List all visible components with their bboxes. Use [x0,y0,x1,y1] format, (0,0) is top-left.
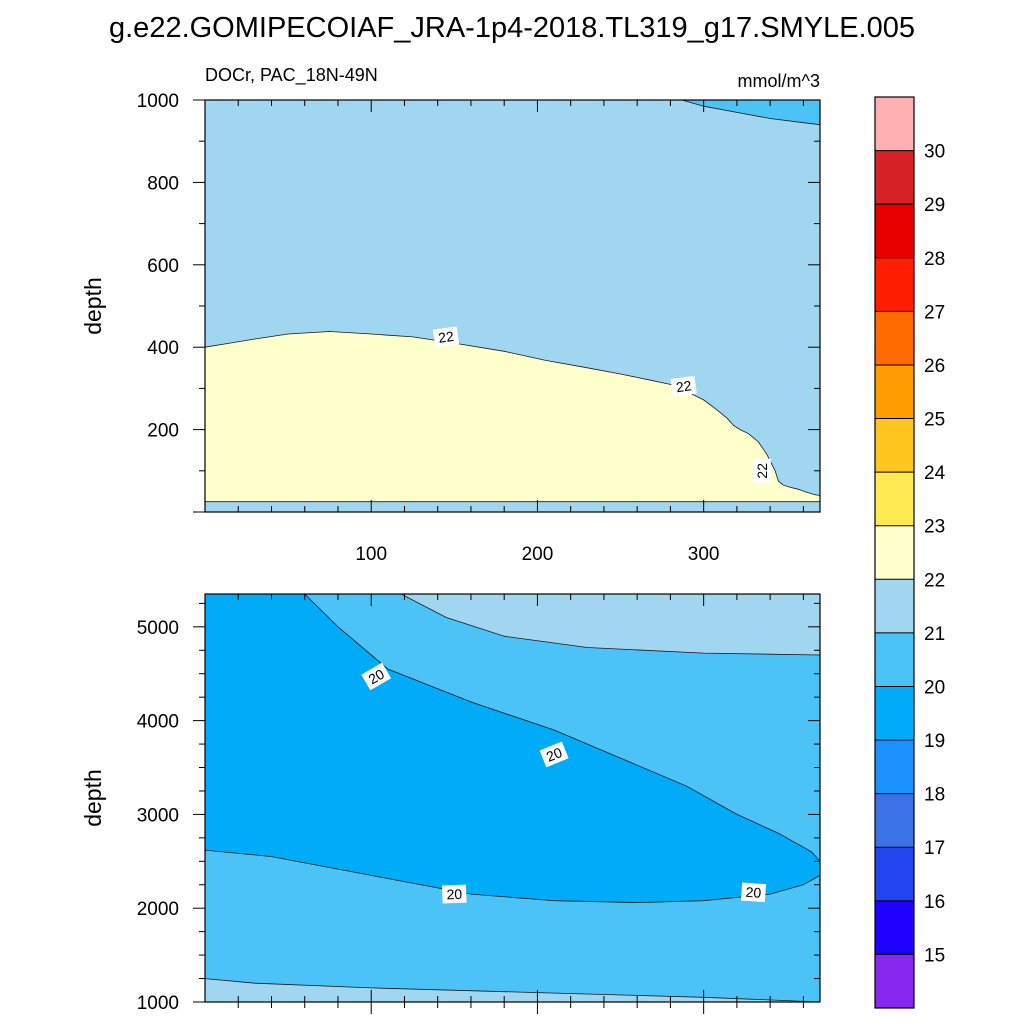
upper-panel-contour-region-0 [205,331,820,503]
svg-text:20: 20 [544,744,565,765]
upper-panel-y-tick-label-2: 600 [147,256,179,277]
colorbar-swatch-12 [875,311,914,366]
colorbar-swatch-5 [875,686,914,741]
colorbar-label-25: 25 [924,410,945,431]
upper-panel-variable-label: DOCr, PAC_18N-49N [205,65,378,86]
upper-panel-contour-label-2: 22 [432,326,460,348]
svg-text:20: 20 [365,666,387,688]
colorbar-swatch-11 [875,364,914,419]
colorbar-swatch-0 [875,954,914,1009]
colorbar-swatch-1 [875,900,914,955]
colorbar-label-18: 18 [924,785,945,806]
svg-text:22: 22 [754,463,770,479]
colorbar-label-16: 16 [924,892,945,913]
colorbar-swatch-8 [875,525,914,580]
colorbar-swatch-7 [875,579,914,634]
colorbar-swatch-2 [875,847,914,902]
lower-panel-y-tick-label-3: 4000 [137,712,179,733]
upper-panel-tick-marks [193,99,820,513]
upper-panel-units-label: mmol/m^3 [738,71,820,91]
lower-panel-contour-label-2: 20 [539,741,569,768]
upper-panel-contour-label-0: 22 [752,458,771,483]
figure-title: g.e22.GOMIPECOIAF_JRA-1p4-2018.TL319_g17… [109,12,915,44]
lower-panel-contour-label-3: 20 [361,662,392,691]
colorbar-label-20: 20 [924,678,945,699]
upper-panel-contour-region-1 [681,100,820,126]
colorbar-swatch-13 [875,257,914,312]
upper-panel-y-tick-label-3: 800 [147,173,179,194]
upper-panel-contour-label-1: 22 [670,375,697,397]
svg-text:22: 22 [675,377,693,395]
lower-panel-contour-region-3 [400,594,820,656]
colorbar-label-26: 26 [924,356,945,377]
lower-depth-panel: depth 20 20 20 20 1000 2000 3000 4000 5000 [80,593,821,1014]
colorbar-label-28: 28 [924,249,945,270]
lower-panel-y-tick-label-0: 1000 [137,993,179,1014]
upper-panel-x-tick-label-1: 200 [522,544,554,565]
lower-panel-y-tick-label-1: 2000 [137,899,179,920]
colorbar-label-19: 19 [924,731,945,752]
lower-panel-contour-region-2 [304,594,820,862]
upper-panel-x-tick-label-0: 100 [355,544,387,565]
colorbar-swatch-10 [875,418,914,473]
upper-panel-x-tick-label-2: 300 [688,544,720,565]
svg-text:22: 22 [437,328,455,346]
colorbar-label-15: 15 [924,945,945,966]
upper-panel-y-tick-label-1: 400 [147,338,179,359]
colorbar-swatch-16 [875,97,914,151]
colorbar-label-30: 30 [924,142,945,163]
colorbar-swatch-9 [875,472,914,527]
upper-panel-plot-area: 22 22 22 200 400 600 800 1000 100 200 300 [137,91,821,565]
svg-text:20: 20 [446,886,462,903]
colorbar-label-22: 22 [924,570,945,591]
colorbar-swatch-4 [875,740,914,794]
lower-panel-tick-marks [193,594,820,1014]
colorbar-swatch-6 [875,632,914,687]
colorbar-label-27: 27 [924,302,945,323]
colorbar-swatch-3 [875,793,914,848]
lower-panel-y-tick-label-4: 5000 [137,618,179,639]
lower-panel-y-axis-title: depth [80,769,106,827]
colorbar-label-21: 21 [924,624,945,645]
svg-text:20: 20 [745,884,762,901]
lower-panel-frame [204,593,821,1003]
upper-panel-y-axis-title: depth [80,277,106,335]
colorbar-legend: 15 16 17 18 19 20 21 22 23 24 25 26 27 28 29 30 [874,96,946,1009]
colorbar-swatch-14 [875,204,914,259]
colorbar-label-17: 17 [924,838,945,859]
lower-panel-plot-area: 20 20 20 20 1000 2000 3000 4000 5000 [137,593,821,1014]
upper-depth-panel: DOCr, PAC_18N-49N mmol/m^3 depth 2222222… [80,65,821,565]
colorbar-label-23: 23 [924,517,945,538]
colorbar-swatch-15 [875,150,914,205]
upper-panel-y-tick-label-4: 1000 [137,91,179,112]
colorbar-label-24: 24 [924,463,946,484]
upper-panel-y-tick-label-0: 200 [147,421,179,442]
colorbar-frame [874,96,915,1009]
lower-panel-contour-label-0: 20 [441,884,467,904]
lower-panel-y-tick-label-2: 3000 [137,805,179,826]
colorbar-label-29: 29 [924,195,945,216]
lower-panel-contour-label-1: 20 [740,882,767,903]
